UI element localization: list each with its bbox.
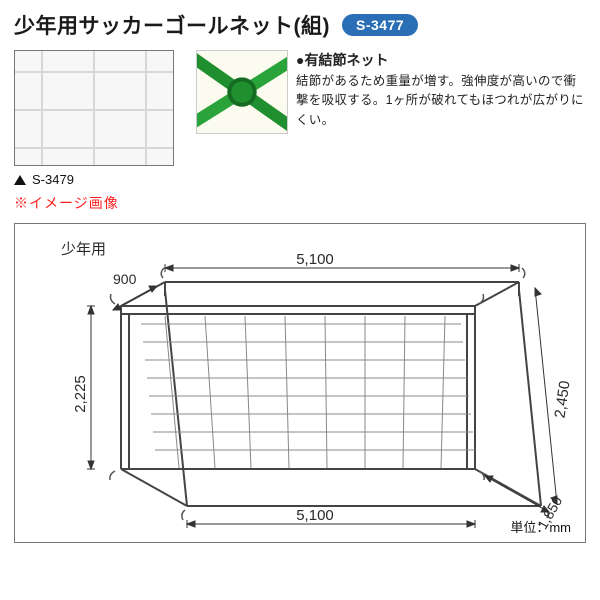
diagram-size-label: 少年用 — [61, 241, 106, 258]
triangle-marker-icon — [14, 175, 26, 185]
thumbnail-caption: S-3479 — [32, 172, 74, 187]
knot-description: 結節があるため重量が増す。強伸度が高いので衝撃を吸収する。1ヶ所が破れてもほつれ… — [296, 72, 586, 130]
thumbnail-column — [14, 50, 174, 166]
product-code-pill: S-3477 — [342, 14, 418, 36]
net-texture-thumbnail — [14, 50, 174, 166]
dim-right-diag: 2,450 — [552, 380, 574, 420]
knot-photo — [196, 50, 288, 134]
unit-label: 単位：mm — [510, 517, 571, 536]
knot-info-block: ●有結節ネット 結節があるため重量が増す。強伸度が高いので衝撃を吸収する。1ヶ所… — [196, 50, 586, 166]
dim-top-width: 5,100 — [296, 251, 334, 268]
image-disclaimer: ※イメージ画像 — [0, 189, 600, 215]
dim-top-depth: 900 — [113, 271, 137, 287]
knot-heading: ●有結節ネット — [296, 50, 586, 70]
dim-bottom-width: 5,100 — [296, 507, 334, 524]
dimension-diagram: 少年用 — [14, 223, 586, 543]
page-title: 少年用サッカーゴールネット(組) — [14, 10, 330, 40]
dim-left-height: 2,225 — [72, 375, 89, 413]
